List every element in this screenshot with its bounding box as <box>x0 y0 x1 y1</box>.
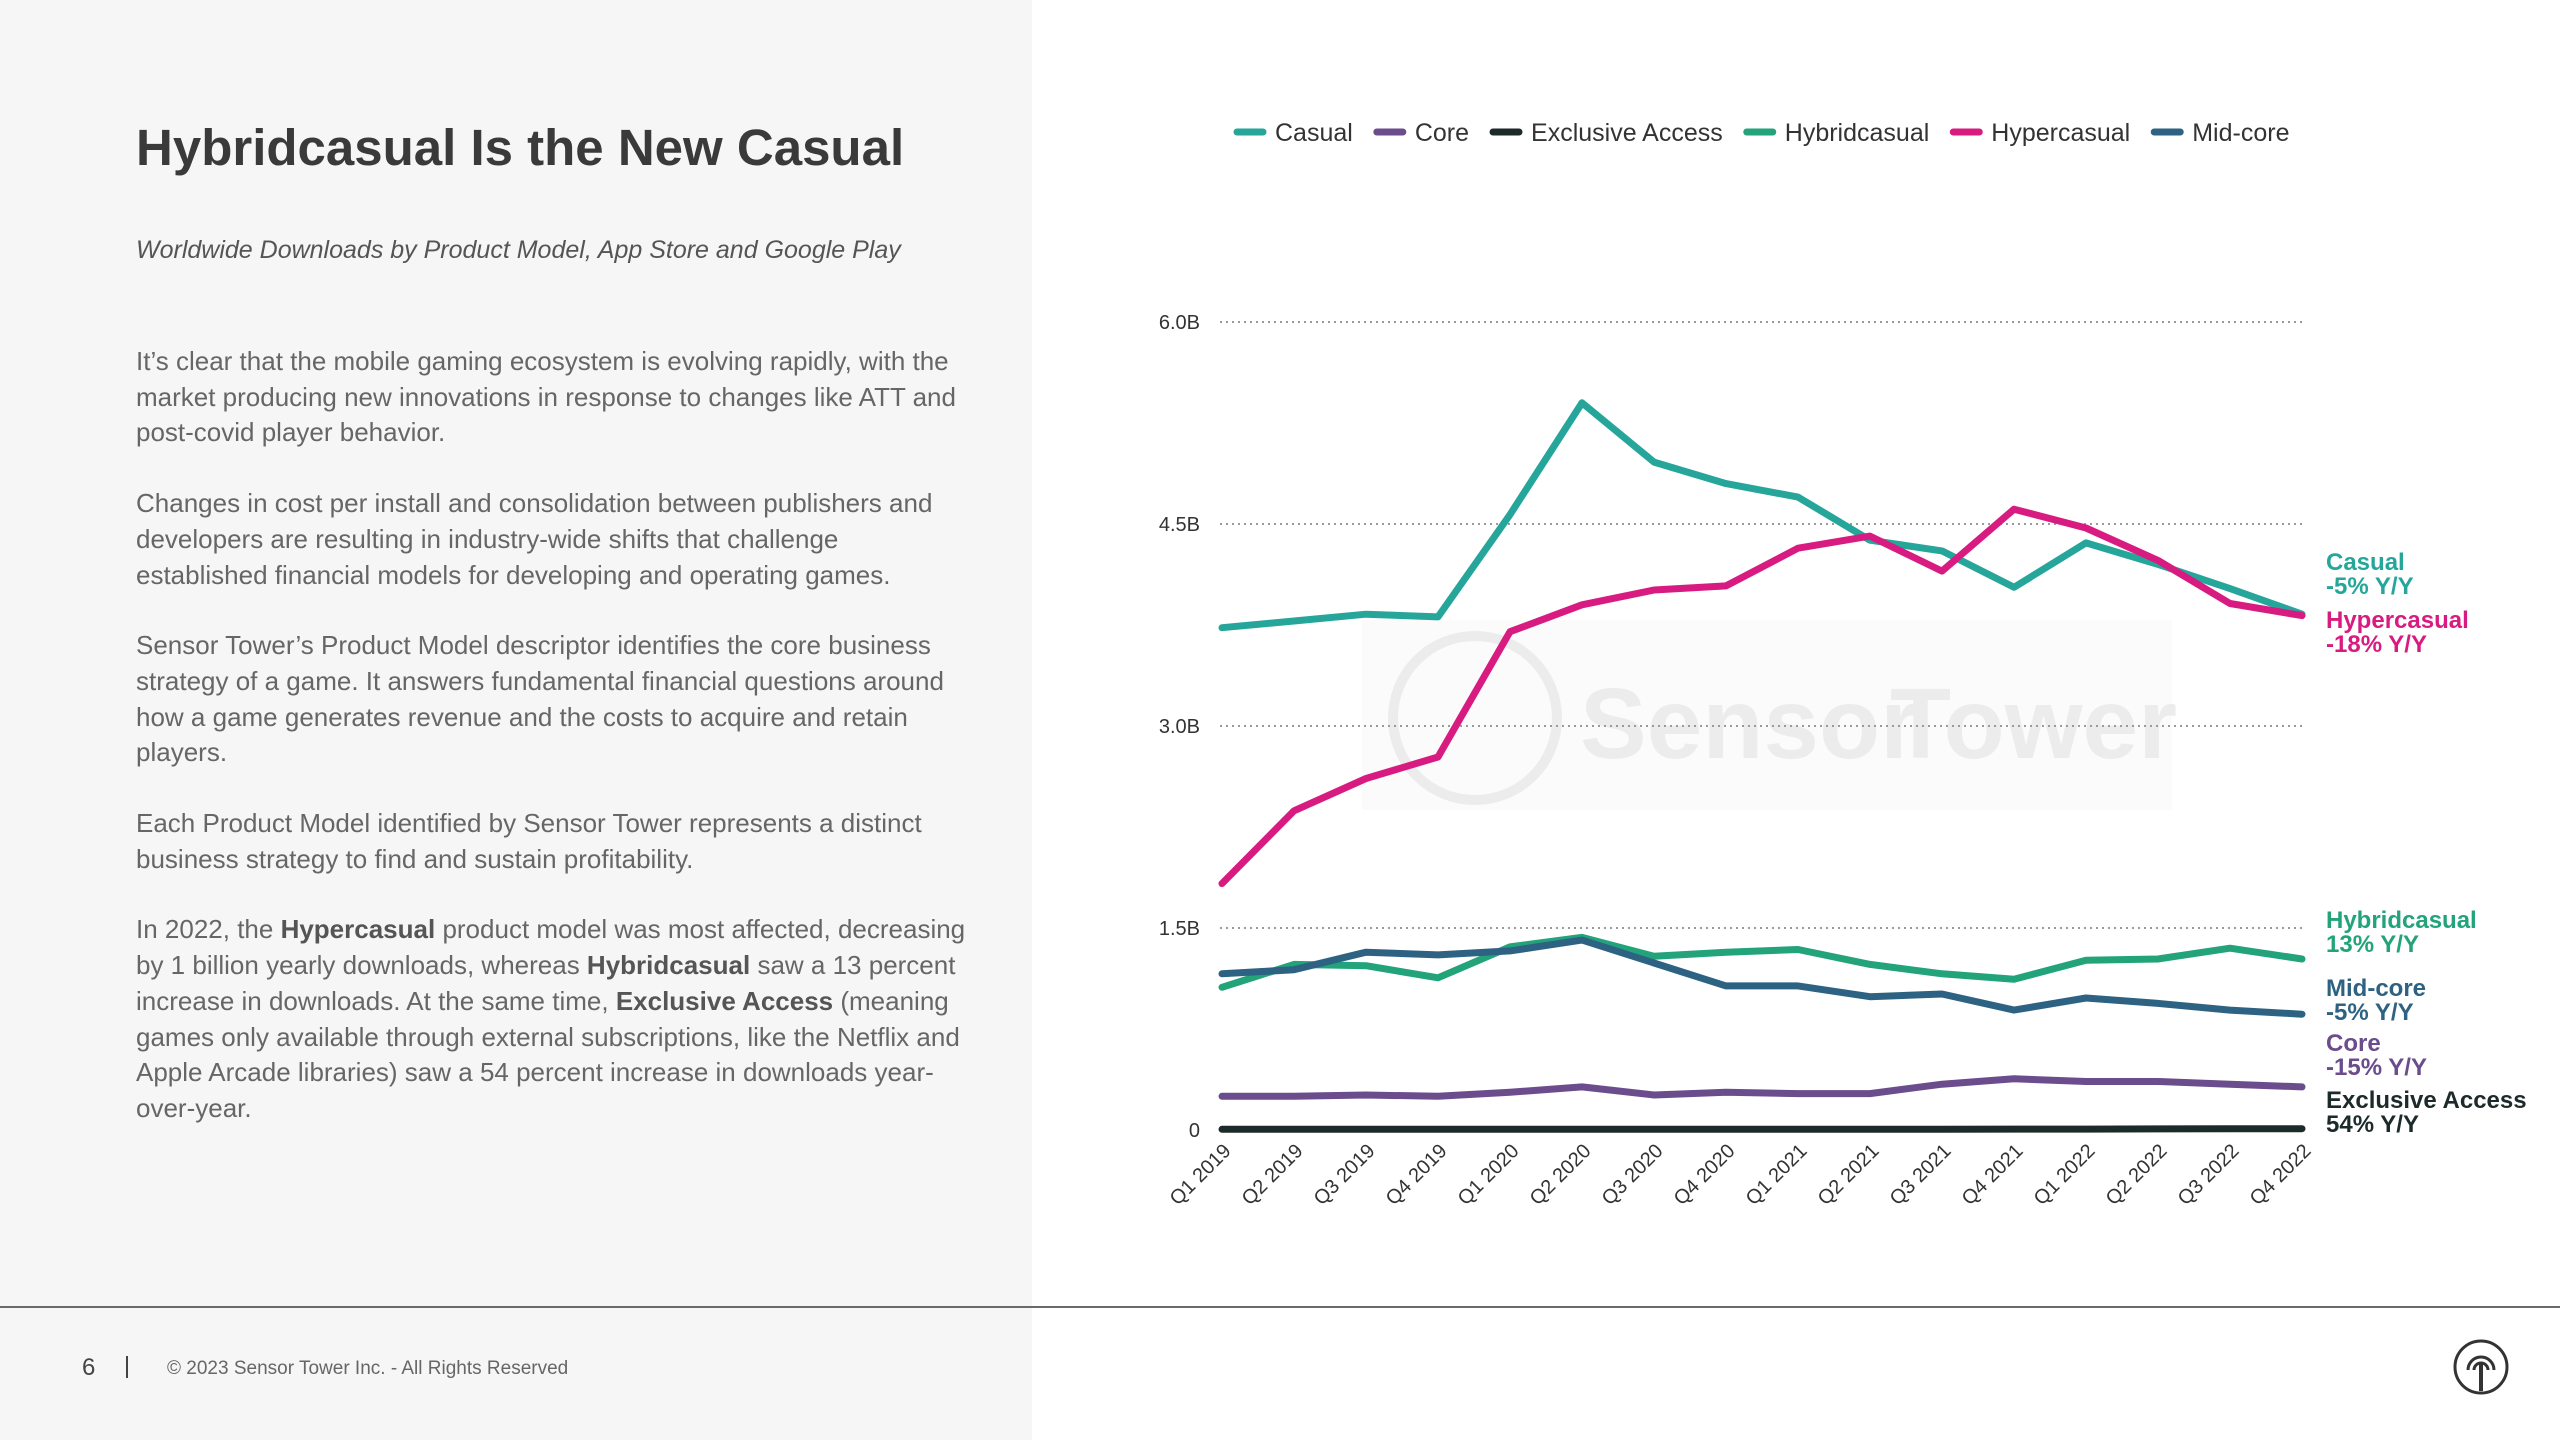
x-tick-label: Q2 2022 <box>2102 1140 2172 1210</box>
legend-label: Exclusive Access <box>1531 119 1723 147</box>
legend-item: Hybridcasual <box>1743 119 1930 147</box>
sensor-tower-logo-icon <box>2453 1339 2509 1395</box>
x-tick-label: Q4 2020 <box>1670 1140 1740 1210</box>
series-line-hypercasual <box>1218 505 2306 888</box>
series-line-hybridcasual <box>1218 933 2306 991</box>
legend-item: Casual <box>1233 119 1353 147</box>
emphasis-text: Hypercasual <box>280 914 436 945</box>
legend-item: Core <box>1373 119 1469 147</box>
left-panel <box>0 0 1032 1440</box>
legend-label: Hypercasual <box>1991 119 2130 147</box>
end-label: Mid-core-5% Y/Y <box>2326 975 2426 1026</box>
end-label-name: Exclusive Access <box>2326 1087 2527 1114</box>
y-tick-label: 6.0B <box>1159 312 1200 334</box>
x-tick-label: Q3 2019 <box>1310 1140 1380 1210</box>
legend-label: Hybridcasual <box>1785 119 1930 147</box>
end-label-change: -5% Y/Y <box>2326 999 2414 1026</box>
x-tick-label: Q1 2022 <box>2030 1140 2100 1210</box>
x-tick-label: Q4 2021 <box>1958 1140 2028 1210</box>
paragraph-text: It’s clear that the mobile gaming ecosys… <box>136 346 956 448</box>
end-label-change: -18% Y/Y <box>2326 631 2427 658</box>
watermark-word: Sensor <box>1580 668 1919 780</box>
paragraph-text: Each Product Model identified by Sensor … <box>136 808 922 874</box>
series-line-core <box>1218 1075 2306 1100</box>
end-label-name: Mid-core <box>2326 975 2426 1002</box>
y-tick-label: 4.5B <box>1159 514 1200 536</box>
y-tick-label: 0 <box>1189 1120 1200 1142</box>
end-label-change: 54% Y/Y <box>2326 1111 2419 1138</box>
chart-legend: Casual Core Exclusive Access Hybridcasual Hy… <box>1233 119 2289 147</box>
series-line-mid-core <box>1218 936 2306 1018</box>
page-title: Hybridcasual Is the New Casual <box>136 119 905 176</box>
watermark-word: Tower <box>1890 668 2177 780</box>
paragraph-text: In 2022, the <box>136 914 281 945</box>
y-tick-label: 1.5B <box>1159 918 1200 940</box>
x-tick-label: Q3 2021 <box>1886 1140 1956 1210</box>
page-number: 6 <box>82 1354 96 1381</box>
body-paragraph: Each Product Model identified by Sensor … <box>136 806 966 877</box>
paragraph-text: saw a 13 percent increase in downloads. … <box>136 950 956 1016</box>
emphasis-text: Exclusive Access <box>615 985 834 1016</box>
legend-label: Casual <box>1275 119 1353 147</box>
end-label: Core-15% Y/Y <box>2326 1030 2427 1081</box>
body-paragraph: In 2022, the Hypercasual product model w… <box>136 912 966 1126</box>
x-tick-label: Q2 2021 <box>1814 1140 1884 1210</box>
body-text: It’s clear that the mobile gaming ecosys… <box>136 344 966 1162</box>
end-label-change: 13% Y/Y <box>2326 931 2419 958</box>
y-tick-label: 3.0B <box>1159 716 1200 738</box>
x-tick-label: Q4 2019 <box>1382 1140 1452 1210</box>
body-paragraph: Changes in cost per install and consolid… <box>136 486 966 593</box>
end-label-name: Hypercasual <box>2326 607 2469 634</box>
end-label-change: -5% Y/Y <box>2326 573 2414 600</box>
legend-label: Core <box>1415 119 1469 147</box>
paragraph-text: product model was most affected, decreas… <box>136 914 966 981</box>
end-label: Hypercasual-18% Y/Y <box>2326 607 2469 658</box>
paragraph-text: (meaning games only available through ex… <box>136 985 960 1123</box>
series-line-casual <box>1218 399 2306 632</box>
paragraph-text: Sensor Tower’s Product Model descriptor … <box>136 630 944 768</box>
x-tick-label: Q2 2020 <box>1526 1140 1596 1210</box>
end-label-change: -15% Y/Y <box>2326 1054 2427 1081</box>
x-tick-label: Q3 2022 <box>2174 1140 2244 1210</box>
x-tick-label: Q4 2022 <box>2246 1140 2316 1210</box>
legend-label: Mid-core <box>2192 119 2289 147</box>
end-label-name: Hybridcasual <box>2326 907 2477 934</box>
legend-item: Hypercasual <box>1949 119 2130 147</box>
footer-separator <box>126 1356 128 1378</box>
end-label-name: Core <box>2326 1030 2381 1057</box>
footer-divider <box>0 1306 2560 1308</box>
x-tick-label: Q1 2019 <box>1166 1140 1236 1210</box>
legend-item: Mid-core <box>2150 119 2289 147</box>
paragraph-text: Changes in cost per install and consolid… <box>136 488 933 590</box>
body-paragraph: Sensor Tower’s Product Model descriptor … <box>136 628 966 771</box>
body-paragraph: It’s clear that the mobile gaming ecosys… <box>136 344 966 451</box>
watermark-logo-icon <box>1388 631 1562 805</box>
series-line-exclusive-access <box>1218 1125 2306 1133</box>
end-label: Casual-5% Y/Y <box>2326 549 2414 600</box>
x-tick-label: Q3 2020 <box>1598 1140 1668 1210</box>
copyright-text: © 2023 Sensor Tower Inc. - All Rights Re… <box>167 1358 569 1379</box>
emphasis-text: Hybridcasual <box>586 950 751 981</box>
page-subtitle: Worldwide Downloads by Product Model, Ap… <box>136 236 901 264</box>
end-label-name: Casual <box>2326 549 2405 576</box>
x-tick-label: Q1 2021 <box>1742 1140 1812 1210</box>
x-tick-label: Q2 2019 <box>1238 1140 1308 1210</box>
x-tick-label: Q1 2020 <box>1454 1140 1524 1210</box>
legend-item: Exclusive Access <box>1489 119 1723 147</box>
